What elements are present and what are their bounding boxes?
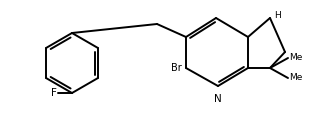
Text: Me: Me — [289, 54, 302, 62]
Text: N: N — [214, 94, 222, 104]
Text: Br: Br — [171, 63, 182, 73]
Text: F: F — [51, 88, 57, 98]
Text: H: H — [274, 12, 281, 20]
Text: Me: Me — [289, 73, 302, 83]
